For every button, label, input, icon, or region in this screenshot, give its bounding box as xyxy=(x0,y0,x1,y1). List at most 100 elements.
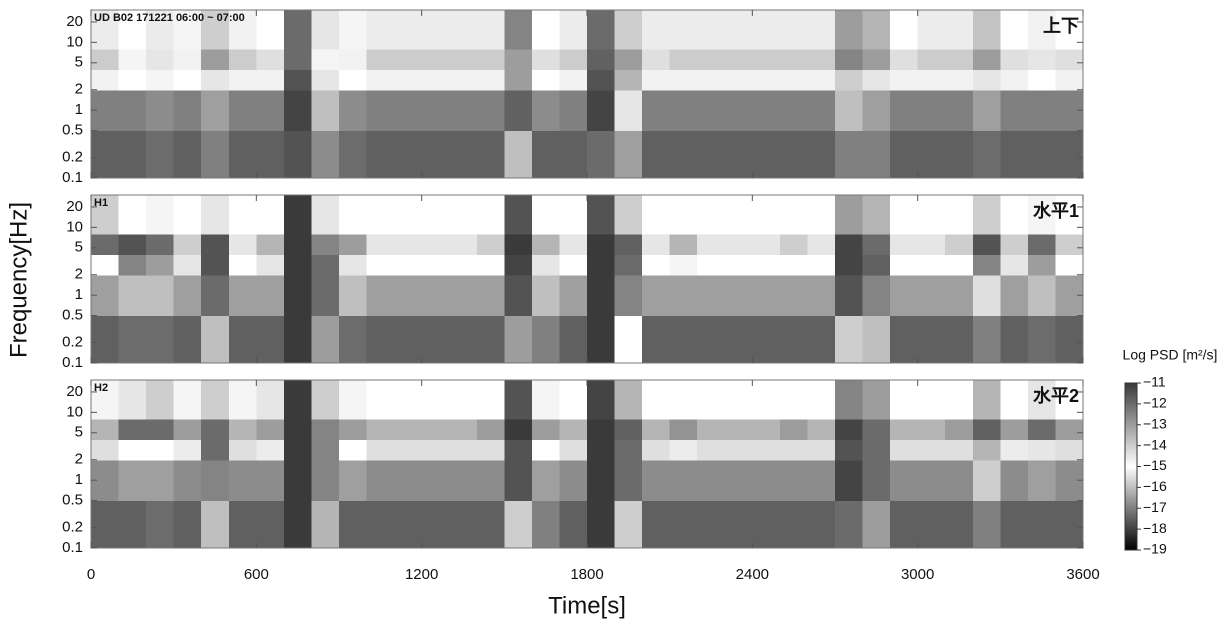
psd-cell xyxy=(1027,254,1056,276)
psd-cell xyxy=(835,48,864,70)
psd-cell xyxy=(118,130,147,179)
psd-cell xyxy=(752,254,781,276)
psd-cell xyxy=(146,418,175,440)
psd-cell xyxy=(862,500,891,549)
psd-cell xyxy=(173,89,202,132)
psd-cell xyxy=(449,380,478,420)
psd-cell xyxy=(256,254,285,276)
psd-cell xyxy=(228,418,257,440)
psd-cell xyxy=(862,89,891,132)
psd-cell xyxy=(669,418,698,440)
psd-cell xyxy=(945,233,974,255)
psd-cell xyxy=(146,315,175,364)
psd-cell xyxy=(311,380,340,420)
psd-cell xyxy=(173,195,202,235)
psd-cell xyxy=(945,439,974,461)
psd-cell xyxy=(366,130,395,179)
psd-cell xyxy=(311,48,340,70)
psd-cell xyxy=(228,459,257,502)
psd-cell xyxy=(724,254,753,276)
psd-cell xyxy=(917,233,946,255)
psd-cell xyxy=(917,130,946,179)
psd-cell xyxy=(449,274,478,317)
psd-cell xyxy=(228,48,257,70)
psd-cell xyxy=(476,254,505,276)
psd-cell xyxy=(752,380,781,420)
y-tick-label: 2 xyxy=(75,266,83,283)
psd-cell xyxy=(587,500,616,549)
psd-cell xyxy=(862,254,891,276)
psd-cell xyxy=(779,274,808,317)
psd-cell xyxy=(201,500,230,549)
psd-cell xyxy=(449,439,478,461)
psd-cell xyxy=(779,459,808,502)
psd-cell xyxy=(724,459,753,502)
psd-cell xyxy=(421,69,450,91)
psd-cell xyxy=(201,130,230,179)
psd-cell xyxy=(1027,274,1056,317)
psd-cell xyxy=(587,380,616,420)
psd-cell xyxy=(945,195,974,235)
psd-cell xyxy=(421,459,450,502)
psd-cell xyxy=(835,459,864,502)
psd-cell xyxy=(366,315,395,364)
psd-cell xyxy=(945,500,974,549)
psd-cell xyxy=(945,48,974,70)
psd-cell xyxy=(449,89,478,132)
psd-cell xyxy=(890,500,919,549)
psd-cell xyxy=(504,380,533,420)
psd-cell xyxy=(394,48,423,70)
psd-cell xyxy=(531,315,560,364)
psd-cell xyxy=(421,195,450,235)
psd-cell xyxy=(972,89,1001,132)
psd-cell xyxy=(559,500,588,549)
psd-cell xyxy=(1000,195,1029,235)
psd-cell xyxy=(669,130,698,179)
psd-cell xyxy=(807,233,836,255)
psd-cell xyxy=(1027,89,1056,132)
psd-cell xyxy=(283,10,312,50)
psd-cell xyxy=(531,274,560,317)
psd-cell xyxy=(697,89,726,132)
psd-cell xyxy=(366,69,395,91)
psd-cell xyxy=(311,10,340,50)
psd-cell xyxy=(917,459,946,502)
y-tick-label: 2 xyxy=(75,451,83,468)
psd-cell xyxy=(118,315,147,364)
psd-cell xyxy=(339,418,368,440)
psd-cell xyxy=(421,380,450,420)
psd-cell xyxy=(559,69,588,91)
psd-cell xyxy=(945,315,974,364)
psd-cell xyxy=(642,233,671,255)
psd-cell xyxy=(779,130,808,179)
psd-cell xyxy=(394,459,423,502)
y-tick-label: 5 xyxy=(75,424,83,441)
psd-cell xyxy=(228,254,257,276)
psd-cell xyxy=(173,254,202,276)
psd-cell xyxy=(91,500,120,549)
psd-cell xyxy=(283,439,312,461)
psd-cell xyxy=(476,274,505,317)
psd-cell xyxy=(587,274,616,317)
psd-cell xyxy=(1027,459,1056,502)
psd-cell xyxy=(1000,10,1029,50)
psd-cell xyxy=(917,439,946,461)
psd-cell xyxy=(504,130,533,179)
y-tick-label: 0.1 xyxy=(62,539,83,556)
psd-cell xyxy=(339,69,368,91)
panel-label: H1 xyxy=(94,197,108,209)
psd-cell xyxy=(504,418,533,440)
psd-cell xyxy=(421,274,450,317)
psd-cell xyxy=(752,233,781,255)
psd-cell xyxy=(1027,439,1056,461)
psd-cell xyxy=(752,10,781,50)
psd-cell xyxy=(421,418,450,440)
psd-cell xyxy=(669,439,698,461)
psd-cell xyxy=(559,459,588,502)
psd-cell xyxy=(587,195,616,235)
psd-cell xyxy=(91,195,120,235)
psd-cell xyxy=(972,380,1001,420)
psd-cell xyxy=(972,130,1001,179)
psd-cell xyxy=(917,418,946,440)
psd-cell xyxy=(118,274,147,317)
